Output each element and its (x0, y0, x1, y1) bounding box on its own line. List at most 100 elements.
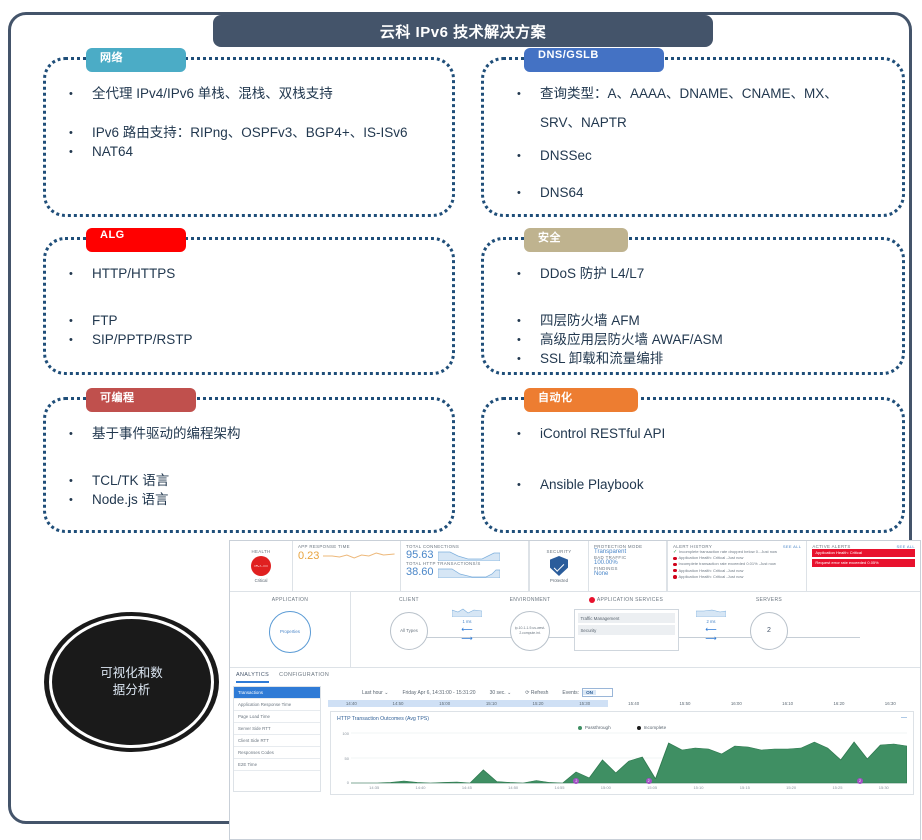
event-marker[interactable]: 2 (573, 778, 580, 784)
alert-row: ✓ Incomplete transaction rate dropped be… (673, 549, 778, 556)
legend-item-passthrough[interactable]: Passthrough (577, 725, 611, 730)
event-marker[interactable]: 2 (645, 778, 652, 784)
events-toggle[interactable]: ON (582, 688, 613, 697)
latency-left-group: 1 ms ⟵ ⟶ (441, 592, 493, 643)
feature-box-network: 网络 • 全代理 IPv4/IPv6 单栈、混栈、双栈支持 • IPv6 路由支… (43, 48, 455, 217)
list-item: • 全代理 IPv4/IPv6 单栈、混栈、双栈支持 (62, 86, 442, 103)
alg-list: • HTTP/HTTPS • FTP • SIP/PPTP/RSTP (62, 266, 442, 363)
alert-history-see-all[interactable]: See All (782, 544, 802, 549)
refresh-button[interactable]: ⟳ Refresh (525, 689, 549, 696)
dns-list: • 查询类型：A、AAAA、DNAME、CNAME、MX、 • SRV、NAPT… (510, 86, 892, 216)
sidebar-item-transactions[interactable]: Transactions (234, 687, 320, 699)
active-alerts-see-all[interactable]: See All (896, 544, 915, 549)
alert-row: Incomplete transaction rate exceeded 0.0… (673, 561, 801, 567)
bad-traffic-label: BAD TRAFFIC (594, 555, 627, 560)
transactions-sparkline (437, 568, 500, 578)
ruler-tick: 15:50 (679, 701, 691, 706)
legend-item-incomplete[interactable]: Incomplete (636, 725, 666, 730)
timeline-selected-range[interactable]: 14:40 14:50 15:00 15:10 15:20 15:30 (328, 700, 608, 707)
sidebar-item-page-load-time[interactable]: Page Load Time (234, 711, 320, 723)
list-item: • TCL/TK 语言 (62, 473, 442, 490)
service-row[interactable]: Traffic Management (577, 613, 675, 623)
health-cell: HEALTH Critical (230, 541, 293, 591)
servers-label: SERVERS (755, 597, 783, 603)
list-item: • 基于事件驱动的编程架构 (62, 426, 442, 443)
flow-diagram: APPLICATION Properties CLIENT All Types … (230, 592, 920, 668)
alert-row: Application Health: Critical -Just now (673, 568, 801, 574)
active-alert-bar: Application Health: Critical (812, 549, 915, 557)
app-response-sparkline (323, 552, 395, 559)
ruler-tick: 16:20 (833, 701, 845, 706)
network-list: • 全代理 IPv4/IPv6 单栈、混栈、双栈支持 • IPv6 路由支持：R… (62, 86, 442, 175)
app-response-time-label: APP RESPONSE TIME (298, 544, 350, 549)
application-services-box: Traffic Management Security (573, 609, 679, 651)
collapse-icon[interactable]: — (901, 715, 907, 721)
environment-node[interactable]: ip-10-1-1-9.us-west-2.compute.int. (510, 611, 550, 651)
arrow-left-icon: ⟵ (705, 625, 717, 634)
sidebar-item-client-side-rtt[interactable]: Client Side RTT (234, 735, 320, 747)
findings-label: FINDINGS (594, 566, 618, 571)
tab-configuration[interactable]: CONFIGURATION (279, 672, 330, 678)
list-item: • 四层防火墙 AFM (510, 313, 892, 330)
x-tick: 14:40 (415, 785, 426, 790)
badge-automation: 自动化 (524, 388, 638, 412)
service-row[interactable]: Security (577, 625, 675, 635)
client-node[interactable]: All Types (390, 612, 428, 650)
x-tick: 15:25 (832, 785, 843, 790)
analytics-section: ANALYTICS CONFIGURATION Transactions App… (230, 668, 920, 795)
total-http-transactions-value: 38.60 (406, 566, 434, 578)
bullet-icon: • (69, 127, 73, 139)
application-services-column: APPLICATION SERVICES Traffic Management … (567, 592, 685, 651)
application-column: APPLICATION Properties (230, 592, 351, 667)
timeline-ruler[interactable]: 14:40 14:50 15:00 15:10 15:20 15:30 15:4… (328, 700, 916, 707)
alert-row: Application Health: Critical -Just now (673, 574, 801, 580)
sidebar-item-server-side-rtt[interactable]: Server Side RTT (234, 723, 320, 735)
sidebar-item-responses-codes[interactable]: Responses Codes (234, 747, 320, 759)
http-transaction-outcomes-chart: HTTP Transaction Outcomes (Avg TPS) — Pa… (330, 711, 914, 795)
feature-box-security: 安全 • DDoS 防护 L4/L7 • 四层防火墙 AFM • 高级应用层防火… (481, 228, 905, 375)
interval-picker[interactable]: 30 sec. ⌄ (489, 689, 512, 696)
active-alerts-label: See All ACTIVE ALERTS (812, 544, 915, 549)
application-node[interactable]: Properties (269, 611, 311, 653)
bullet-icon: • (69, 146, 73, 158)
arrow-left-icon: ⟵ (461, 625, 473, 634)
list-item: • Node.js 语言 (62, 492, 442, 509)
connections-cell: TOTAL CONNECTIONS 95.63 TOTAL HTTP TRANS… (401, 541, 529, 591)
chart-legend: Passthrough Incomplete (337, 725, 907, 730)
analytics-toolbar: Last hour ⌄ Friday Apr 6, 14:31:00 - 15:… (328, 686, 916, 700)
ruler-tick: 15:10 (485, 701, 497, 706)
list-item: • Ansible Playbook (510, 477, 892, 494)
list-item: • DNS64 (510, 185, 892, 202)
servers-node[interactable]: 2 (750, 612, 788, 650)
protection-cell: PROTECTION MODE Transparent BAD TRAFFIC … (589, 541, 667, 591)
automation-list: • iControl RESTful API • Ansible Playboo… (510, 426, 892, 508)
feature-box-automation: 自动化 • iControl RESTful API • Ansible Pla… (481, 388, 905, 533)
range-picker[interactable]: Last hour ⌄ (362, 689, 389, 696)
environment-label: ENVIRONMENT (509, 597, 551, 603)
list-item: • HTTP/HTTPS (62, 266, 442, 283)
bullet-icon: • (517, 428, 521, 440)
protection-mode-label: PROTECTION MODE (594, 544, 643, 549)
visualization-ellipse: 可视化和数 据分析 (44, 612, 219, 752)
sidebar-item-e2e-time[interactable]: E2E Time (234, 759, 320, 771)
app-response-time-cell: APP RESPONSE TIME 0.23 (293, 541, 401, 591)
sidebar-item-application-response-time[interactable]: Application Response Time (234, 699, 320, 711)
list-item: • IPv6 路由支持：RIPng、OSPFv3、BGP4+、IS-ISv6 (62, 125, 442, 142)
security-list: • DDoS 防护 L4/L7 • 四层防火墙 AFM • 高级应用层防火墙 A… (510, 266, 892, 382)
events-toggle-group: Events: ON (562, 688, 613, 697)
event-marker[interactable]: 2 (856, 778, 863, 784)
chart-x-axis: 14:35 14:40 14:45 14:50 14:55 15:00 15:0… (337, 785, 907, 790)
bullet-icon: • (517, 353, 521, 365)
timeline-rest-range[interactable]: 15:40 15:50 16:00 16:10 16:20 16:30 (608, 700, 916, 707)
list-item: • FTP (62, 313, 442, 330)
badge-programmability: 可编程 (86, 388, 196, 412)
arrow-right-icon: ⟶ (461, 634, 473, 643)
bullet-icon: • (69, 88, 73, 100)
tab-analytics[interactable]: ANALYTICS (236, 672, 270, 683)
ruler-tick: 16:10 (782, 701, 794, 706)
findings-value: None (594, 571, 609, 577)
latency-left-value: 1 ms (462, 619, 472, 624)
feature-box-dns-gslb: DNS/GSLB • 查询类型：A、AAAA、DNAME、CNAME、MX、 •… (481, 48, 905, 217)
client-column: CLIENT All Types (377, 592, 441, 650)
alert-history-panel: See All ALERT HISTORY ✓ Incomplete trans… (668, 541, 808, 591)
